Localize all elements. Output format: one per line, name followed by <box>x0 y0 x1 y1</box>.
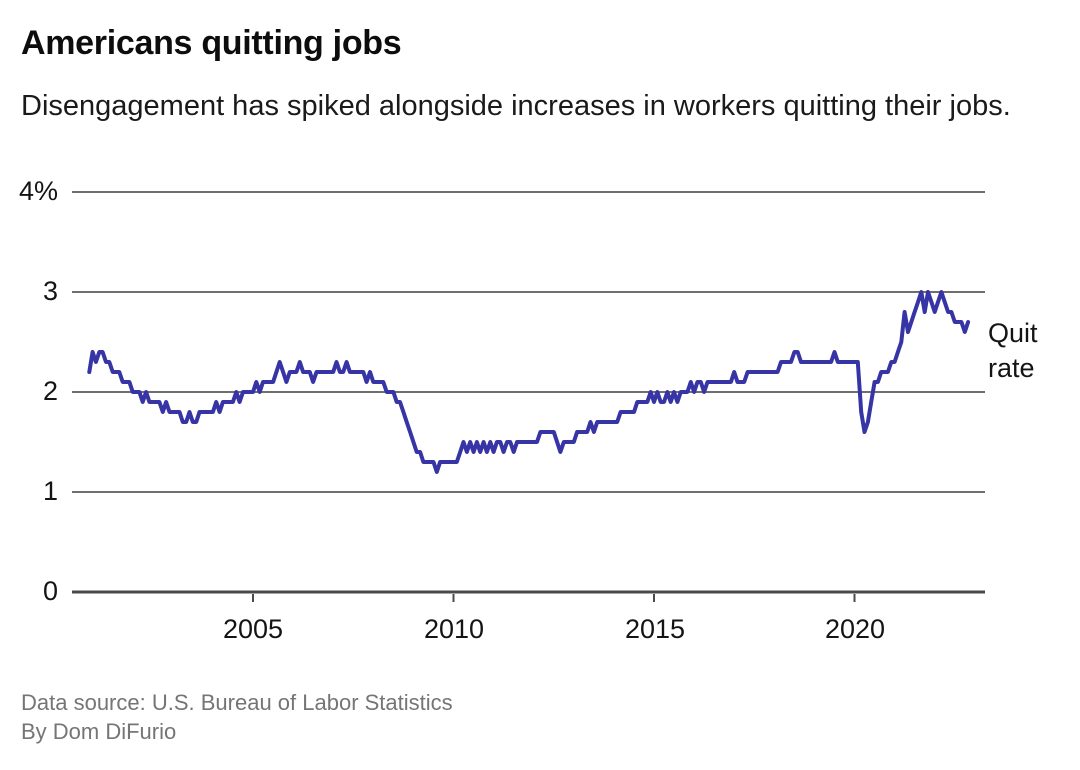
x-axis-label-2005: 2005 <box>222 614 284 644</box>
data-line-group <box>87 290 971 474</box>
x-axis-label-2010: 2010 <box>423 614 485 644</box>
page-subtitle: Disengagement has spiked alongside incre… <box>21 90 1011 122</box>
y-axis-label-3: 3 <box>42 276 58 306</box>
chart-footer: Data source: U.S. Bureau of Labor Statis… <box>21 688 453 746</box>
y-axis-label-1: 1 <box>42 476 58 506</box>
quit-rate-line <box>87 290 971 474</box>
gridlines-group <box>72 191 985 594</box>
x-axis-label-2015: 2015 <box>624 614 686 644</box>
byline-text: By Dom DiFurio <box>21 719 177 744</box>
axis-ticks-group <box>252 594 856 602</box>
data-source-text: Data source: U.S. Bureau of Labor Statis… <box>21 690 453 715</box>
page-title: Americans quitting jobs <box>21 24 402 62</box>
y-axis-label-2: 2 <box>42 376 58 406</box>
series-label-quit-rate: Quit rate <box>988 318 1038 383</box>
y-axis-label-0: 0 <box>42 576 58 606</box>
x-axis-label-2020: 2020 <box>824 614 886 644</box>
y-axis-label-4pct: 4% <box>18 176 58 206</box>
